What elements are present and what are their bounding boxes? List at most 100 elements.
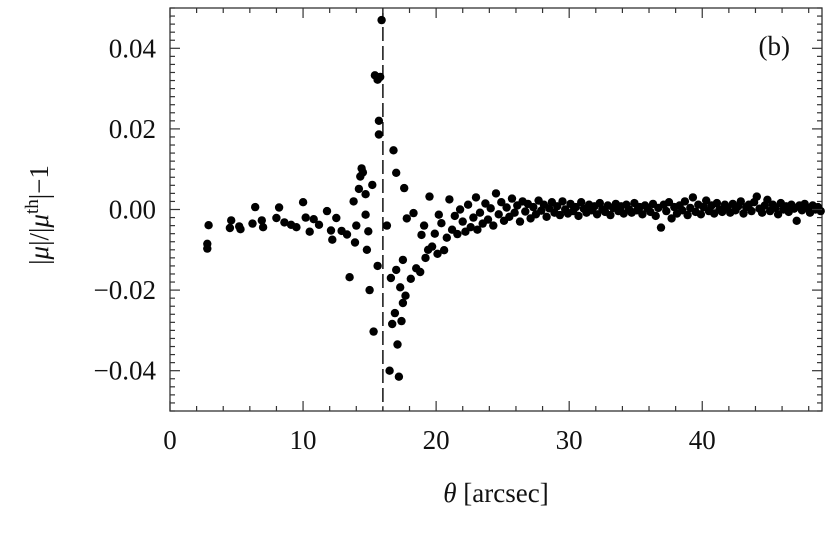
- y-axis-mu-th: μ: [24, 214, 54, 229]
- data-point: [747, 206, 756, 216]
- data-point: [469, 213, 478, 222]
- data-point: [574, 211, 583, 221]
- data-point: [571, 202, 580, 212]
- data-point: [385, 366, 394, 375]
- y-tick-label: −0.04: [94, 356, 157, 386]
- data-point: [402, 214, 411, 223]
- data-point: [358, 168, 368, 177]
- data-point: [502, 203, 511, 212]
- data-point: [328, 235, 337, 244]
- data-point: [398, 298, 408, 308]
- data-point: [553, 202, 562, 211]
- data-point: [236, 225, 245, 234]
- data-point: [471, 193, 481, 202]
- data-point: [406, 274, 415, 283]
- data-point: [816, 206, 825, 216]
- data-point: [386, 273, 396, 283]
- data-point: [377, 15, 386, 25]
- data-point: [453, 229, 462, 239]
- plot-area: 0 10 20 30 40 −0.04 −0.02 0.00 0.02 0.04 (b): [94, 7, 825, 455]
- data-point: [305, 227, 314, 236]
- y-axis-title: |μ|/|μth|−1: [22, 165, 54, 265]
- data-point: [257, 216, 266, 225]
- data-point: [416, 267, 425, 277]
- data-point: [521, 207, 530, 216]
- data-point: [712, 198, 722, 208]
- data-point: [542, 212, 551, 221]
- data-point: [430, 229, 439, 238]
- data-point: [421, 253, 430, 263]
- data-point: [204, 221, 213, 230]
- data-point: [251, 202, 260, 212]
- data-point: [757, 208, 767, 217]
- data-point: [368, 180, 377, 190]
- data-point: [419, 221, 429, 230]
- data-point: [577, 198, 586, 207]
- y-tick-label: 0.02: [109, 114, 156, 144]
- data-point: [382, 221, 392, 230]
- data-point: [702, 196, 711, 205]
- data-point: [667, 214, 676, 223]
- data-point: [497, 198, 506, 207]
- data-point: [434, 210, 443, 219]
- data-point: [450, 211, 459, 221]
- data-point: [529, 202, 538, 212]
- data-point: [227, 216, 236, 225]
- data-point: [298, 198, 308, 207]
- data-point: [688, 193, 698, 202]
- data-point: [445, 195, 454, 204]
- data-point: [433, 249, 442, 258]
- data-point: [425, 192, 434, 201]
- data-point: [595, 198, 604, 208]
- data-point: [345, 273, 354, 282]
- y-tick-label: 0.00: [109, 195, 156, 225]
- y-axis-bar-open-2: |: [24, 228, 54, 233]
- data-point: [463, 200, 473, 209]
- data-point: [309, 215, 318, 224]
- data-point: [739, 209, 748, 218]
- data-point: [361, 210, 370, 219]
- x-axis-ticks: 0 10 20 30 40: [163, 8, 810, 455]
- data-point: [292, 223, 301, 232]
- data-point: [390, 308, 400, 318]
- data-point: [752, 192, 761, 201]
- data-point: [439, 246, 449, 255]
- data-point: [326, 226, 336, 235]
- data-point: [507, 194, 517, 203]
- y-tick-label: 0.04: [109, 33, 157, 63]
- data-point: [771, 203, 780, 213]
- data-point: [203, 244, 212, 253]
- data-point: [225, 223, 235, 233]
- data-point: [364, 227, 373, 236]
- data-point: [342, 230, 352, 239]
- data-point: [437, 219, 446, 228]
- y-axis-bar-close: |: [24, 241, 54, 246]
- data-points: [203, 15, 825, 381]
- data-point: [442, 233, 451, 242]
- data-point: [736, 197, 745, 206]
- data-point: [374, 130, 384, 139]
- data-point: [555, 210, 565, 220]
- data-point: [389, 146, 398, 155]
- data-point: [369, 327, 378, 336]
- data-point: [301, 213, 310, 222]
- data-point: [332, 213, 341, 223]
- data-point: [322, 206, 332, 216]
- data-point: [280, 218, 289, 227]
- data-point: [397, 316, 406, 326]
- data-point: [494, 210, 503, 219]
- x-tick-label: 10: [290, 425, 317, 455]
- data-point: [662, 206, 671, 216]
- x-axis-symbol: θ: [443, 478, 456, 508]
- data-point: [680, 197, 690, 206]
- data-point: [401, 291, 410, 300]
- data-point: [466, 223, 475, 232]
- y-axis-ticks: −0.04 −0.02 0.00 0.02 0.04: [94, 7, 822, 412]
- data-point: [427, 242, 437, 251]
- data-point: [361, 190, 370, 199]
- data-point: [483, 215, 493, 224]
- data-point: [475, 208, 485, 217]
- data-point: [510, 208, 519, 217]
- data-point: [458, 217, 467, 226]
